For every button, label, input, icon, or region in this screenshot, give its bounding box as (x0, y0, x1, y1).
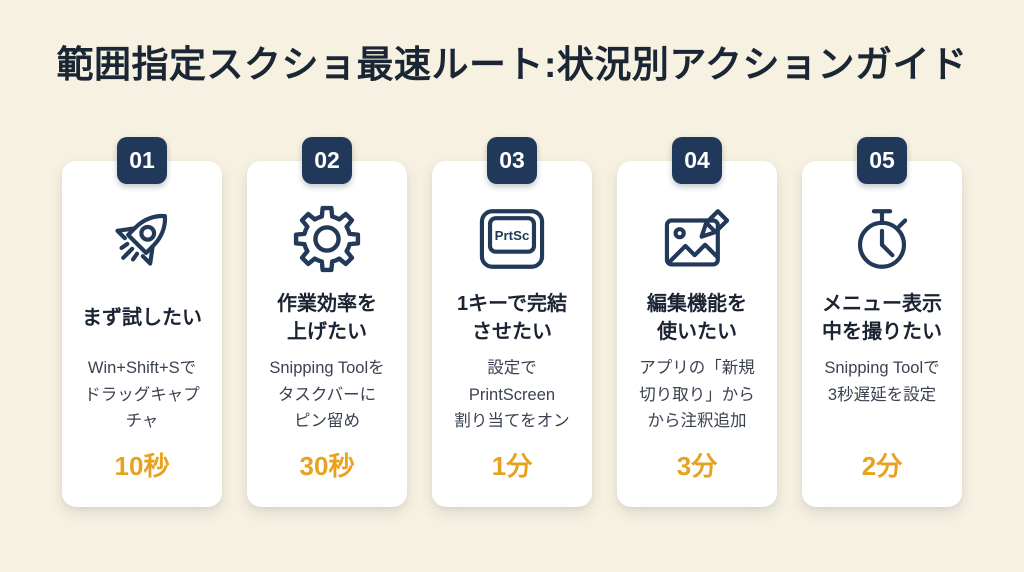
card-description: Win+Shift+Sで ドラッグキャプ チャ (84, 359, 200, 431)
prtsc-key-icon: PrtSc (475, 193, 549, 285)
rocket-icon (105, 193, 179, 285)
card-step-01: 01 まず試したい Win+Shift+Sで ドラッグキャプ チャ 10秒 (62, 137, 222, 507)
step-number-badge: 05 (857, 137, 907, 184)
card-step-03: 03 PrtSc 1キーで完結 させたい 設定で PrintScreen 割り当… (432, 137, 592, 507)
card-step-05: 05 メニュー表示 中を撮りたい Snipping Toolで 3秒遅延を設定 … (802, 137, 962, 507)
card-step-04: 04 編集機能を 使いたい アプリの「新規 切り取り」から から注釈追加 3分 (617, 137, 777, 507)
step-number-badge: 01 (117, 137, 167, 184)
card-step-02: 02 作業効率を 上げたい Snipping Toolを タスクバーに ピン留め… (247, 137, 407, 507)
card-time: 10秒 (114, 451, 170, 481)
step-number-badge: 02 (302, 137, 352, 184)
card-heading: まず試したい (82, 307, 202, 329)
card-time: 30秒 (299, 451, 355, 481)
card-heading: 編集機能を 使いたい (647, 293, 747, 343)
card-heading: 作業効率を 上げたい (277, 293, 377, 343)
card-description: Snipping Toolで 3秒遅延を設定 (824, 359, 940, 404)
card-description: アプリの「新規 切り取り」から から注釈追加 (639, 359, 755, 431)
card-time: 1分 (491, 451, 533, 481)
edit-image-icon (660, 193, 734, 285)
stopwatch-icon (845, 193, 919, 285)
card-description: Snipping Toolを タスクバーに ピン留め (269, 359, 385, 431)
page-title: 範囲指定スクショ最速ルート:状況別アクションガイド (56, 44, 968, 85)
gear-icon (290, 193, 364, 285)
prtsc-key-label: PrtSc (495, 228, 530, 243)
step-number-badge: 03 (487, 137, 537, 184)
card-heading: 1キーで完結 させたい (457, 293, 567, 343)
card-description: 設定で PrintScreen 割り当てをオン (454, 359, 570, 431)
cards-row: 01 まず試したい Win+Shift+Sで ドラッグキャプ チャ 10秒 02 (62, 137, 962, 507)
step-number-badge: 04 (672, 137, 722, 184)
card-heading: メニュー表示 中を撮りたい (822, 293, 942, 343)
card-time: 2分 (861, 451, 903, 481)
card-time: 3分 (676, 451, 718, 481)
